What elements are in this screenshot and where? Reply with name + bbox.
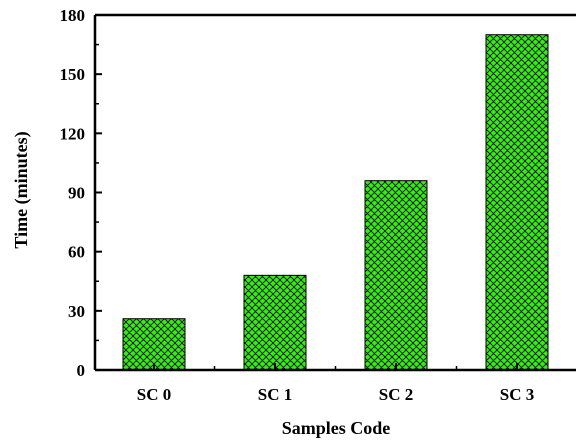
y-tick-label: 30 — [68, 302, 85, 321]
x-axis-title: Samples Code — [282, 418, 391, 438]
bar-sc-1 — [243, 274, 307, 371]
x-tick-label: SC 0 — [137, 385, 171, 404]
x-tick-label: SC 3 — [500, 385, 534, 404]
tick-labels: 0 30 60 90 120 150 180 SC 0 SC 1 SC 2 SC 3 — [60, 6, 535, 404]
y-axis-title: Time (minutes) — [11, 131, 32, 248]
axes — [93, 13, 576, 372]
y-tick-label: 180 — [60, 6, 86, 25]
bar-sc-3 — [485, 34, 549, 371]
bar-hatch — [485, 34, 549, 371]
bar-hatch — [364, 180, 428, 371]
x-tick-label: SC 2 — [379, 385, 413, 404]
bars — [122, 34, 549, 371]
y-tick-label: 120 — [60, 124, 86, 143]
y-tick-label: 0 — [77, 361, 86, 380]
y-tick-label: 90 — [68, 184, 85, 203]
bar-sc-2 — [364, 180, 428, 371]
x-tick-label: SC 1 — [258, 385, 292, 404]
bar-sc-0 — [122, 318, 186, 371]
bar-hatch — [243, 274, 307, 371]
y-tick-label: 150 — [60, 65, 86, 84]
y-tick-label: 60 — [68, 243, 85, 262]
bar-hatch — [122, 318, 186, 371]
